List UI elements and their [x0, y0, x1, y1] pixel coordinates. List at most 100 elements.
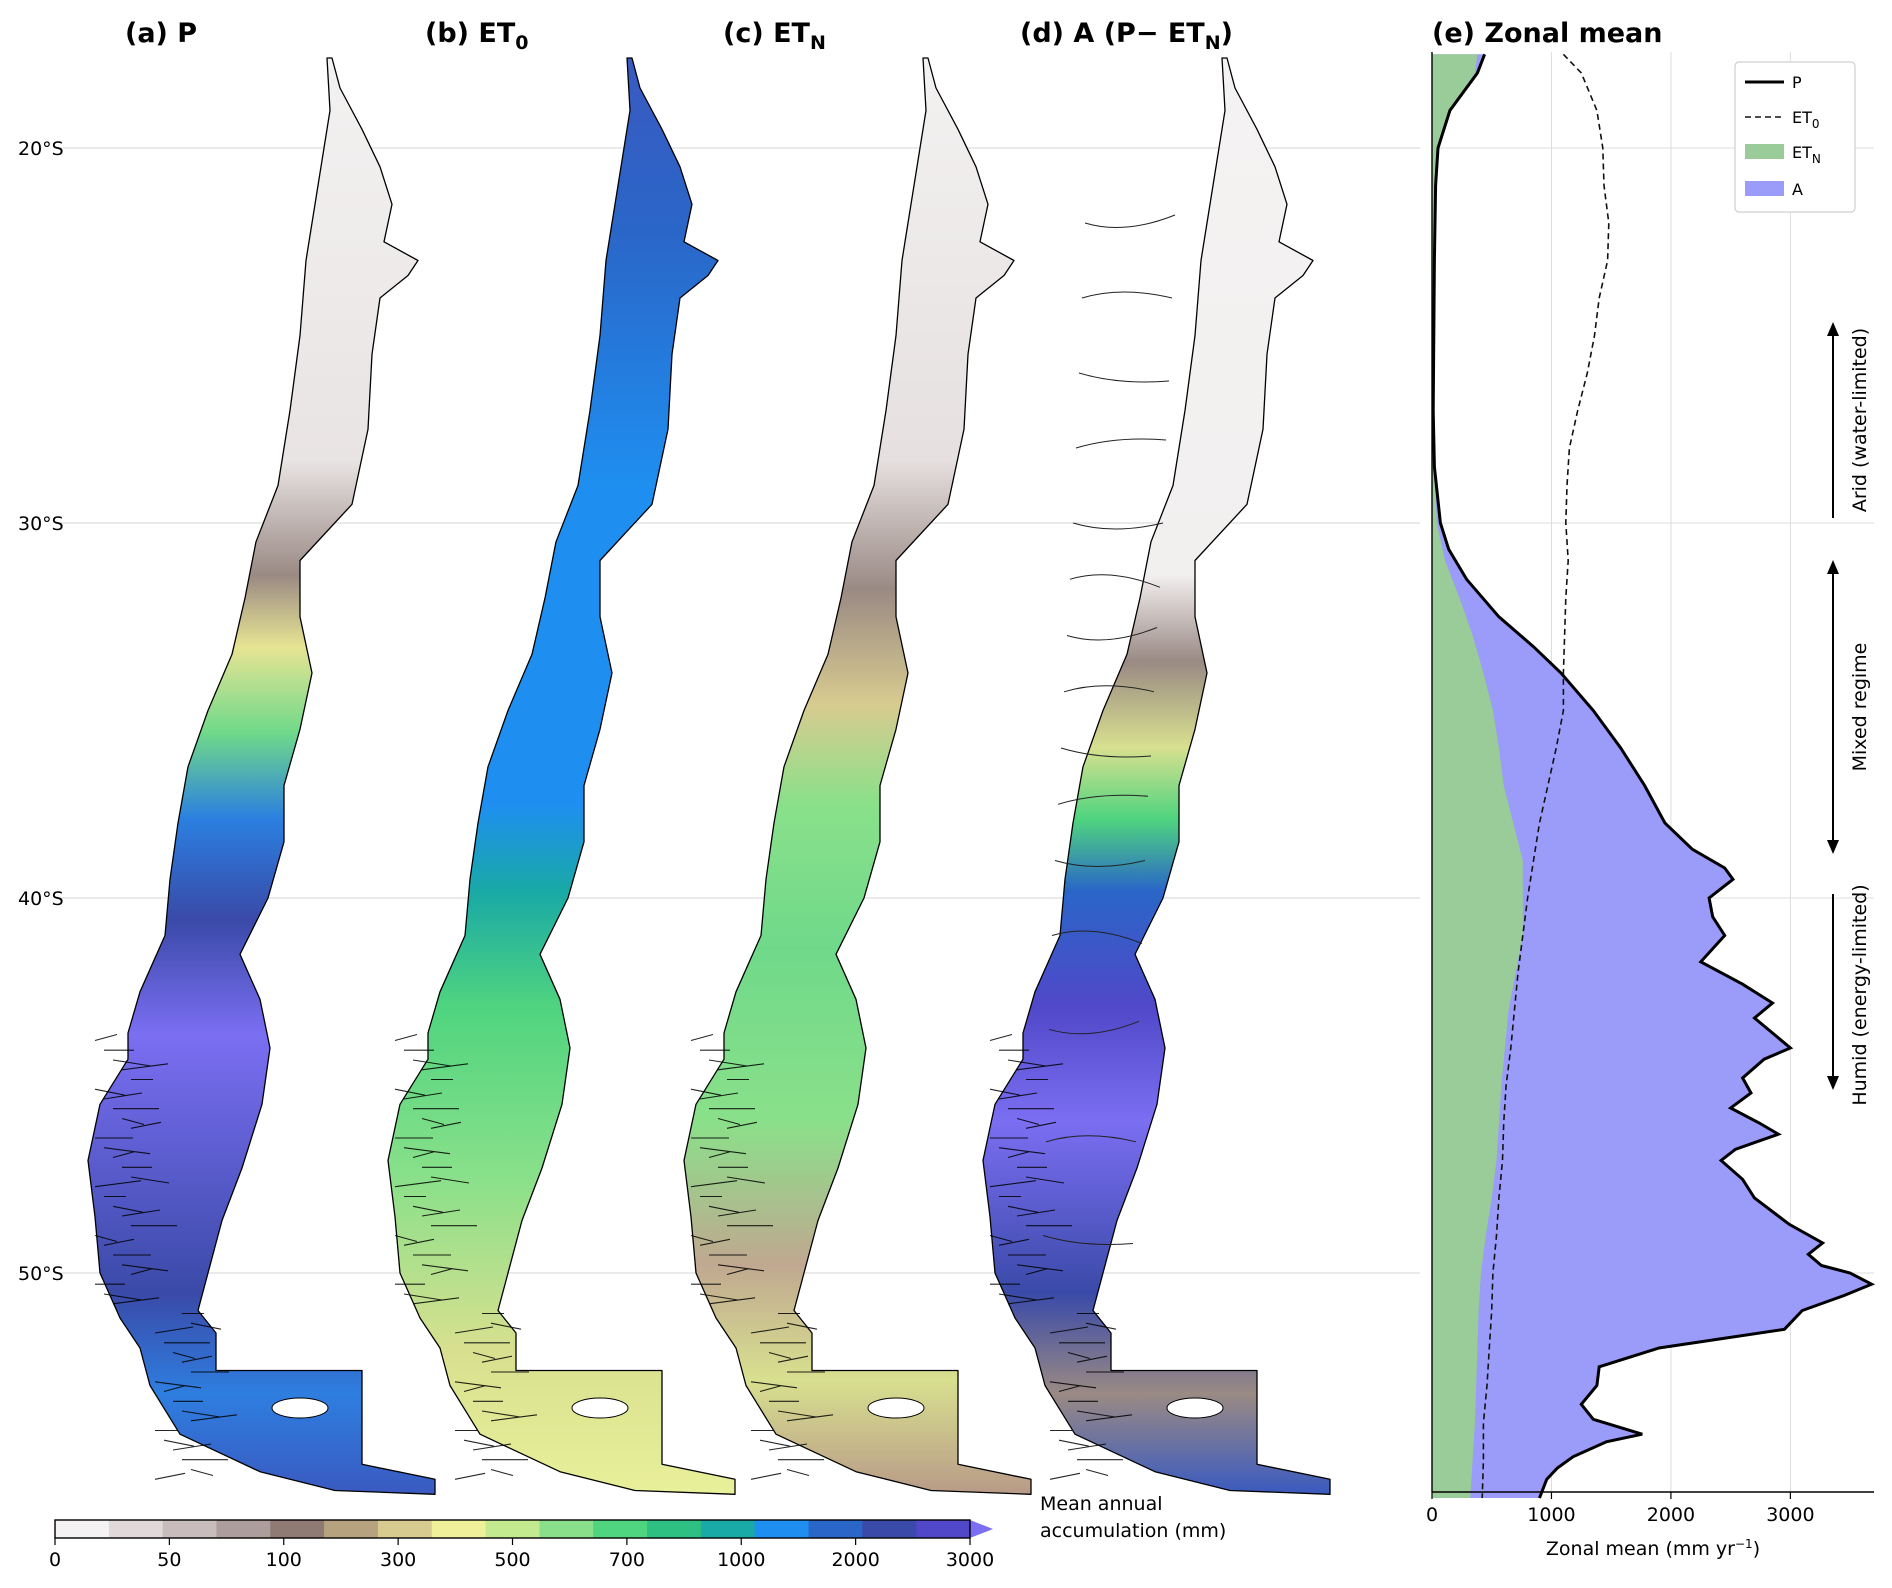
region-border [1069, 574, 1161, 588]
zonal-xtick-label: 2000 [1647, 1504, 1695, 1526]
latitude-labels: 20°S 30°S 40°S 50°S [18, 138, 64, 1285]
series-ET0-line [1481, 53, 1610, 1499]
region-border [1057, 794, 1149, 805]
maps-group [87, 57, 1331, 1495]
region-border [1078, 372, 1170, 383]
lat-label: 20°S [18, 138, 64, 160]
colorbar-title-line1: Mean annual [1040, 1493, 1163, 1515]
colorbar-tick-label: 700 [609, 1549, 645, 1571]
panel-a-title: (a) P [125, 18, 197, 49]
strait-inlet [571, 1397, 629, 1419]
lat-label: 50°S [18, 1263, 64, 1285]
zonal-xtick-label: 3000 [1766, 1504, 1814, 1526]
map-a-P-fjords [94, 1033, 238, 1480]
colorbar-cell [754, 1520, 810, 1538]
legend-A-label: A [1792, 180, 1803, 199]
series-ETN-area [1432, 54, 1523, 1498]
zonal-legend: P ET0 ETN A [1734, 61, 1856, 213]
map-c-ETN-fjords [690, 1033, 834, 1480]
colorbar-cell [647, 1520, 702, 1538]
colorbar-cell [593, 1520, 648, 1538]
colorbar-extend-arrow [970, 1520, 993, 1538]
colorbar-cell [55, 1520, 110, 1538]
region-border [1066, 627, 1158, 641]
map-c-ETN [683, 57, 1032, 1495]
map-d-region-borders [1042, 214, 1176, 1245]
region-border [1075, 438, 1167, 449]
colorbar-cell [108, 1520, 164, 1538]
zonal-xtick-label: 1000 [1527, 1504, 1575, 1526]
panel-d-title: (d) A (P− ETN) [1020, 18, 1233, 54]
colorbar-tick-label: 3000 [946, 1549, 994, 1571]
series-A-area [1432, 54, 1872, 1498]
regime-annotations: Arid (water-limited) Mixed regime Humid … [1827, 322, 1871, 1106]
colorbar: 0 50 100 300 500 700 1000 2000 3000 Mean annual … [49, 1493, 1226, 1571]
colorbar-cell [485, 1520, 541, 1538]
colorbar-cell [431, 1520, 487, 1538]
colorbar-cell [324, 1520, 379, 1538]
panel-c-title: (c) ETN [723, 18, 826, 54]
map-b-ET0 [387, 57, 736, 1495]
colorbar-cell [700, 1520, 756, 1538]
regime-mixed-label: Mixed regime [1849, 643, 1871, 772]
colorbar-tick-label: 1000 [717, 1549, 765, 1571]
legend-ETN-swatch [1745, 144, 1784, 159]
colorbar-cell [270, 1520, 325, 1538]
region-border [1051, 930, 1143, 944]
colorbar-tick-label: 0 [49, 1549, 61, 1571]
colorbar-cell [808, 1520, 863, 1538]
region-border [1081, 291, 1173, 299]
colorbar-cell [162, 1520, 218, 1538]
colorbar-cell [377, 1520, 433, 1538]
fjord-lines [690, 1033, 834, 1480]
lat-label: 30°S [18, 513, 64, 535]
colorbar-cell [539, 1520, 594, 1538]
zonal-x-ticks: 0 1000 2000 3000 [1426, 1492, 1815, 1526]
zonal-mean-panel: (e) Zonal mean 0 1000 2000 3000 Zonal mean … [1426, 18, 1876, 1560]
legend-frame [1734, 61, 1856, 213]
region-border [1042, 1235, 1134, 1245]
region-border [1072, 522, 1164, 530]
mixed-arrowhead-down [1827, 840, 1839, 854]
fjord-lines [394, 1033, 538, 1480]
region-border [1084, 214, 1176, 228]
legend-A-swatch [1745, 181, 1784, 196]
region-border [1060, 747, 1152, 758]
panel-titles: (a) P (b) ET0 (c) ETN (d) A (P− ETN) [125, 18, 1233, 54]
fjord-lines [989, 1033, 1133, 1480]
zonal-xlabel: Zonal mean (mm yr−1) [1546, 1537, 1760, 1560]
colorbar-tick-label: 2000 [831, 1549, 879, 1571]
humid-arrowhead [1827, 1076, 1839, 1090]
colorbar-cell [216, 1520, 271, 1538]
panel-b-title: (b) ET0 [425, 18, 529, 54]
strait-inlet [867, 1397, 925, 1419]
map-d-A-fjords [989, 1033, 1133, 1480]
map-a-P [87, 57, 436, 1495]
strait-inlet [271, 1397, 329, 1419]
colorbar-title-line2: accumulation (mm) [1040, 1520, 1226, 1542]
region-border [1063, 685, 1155, 693]
zonal-xtick-label: 0 [1426, 1504, 1438, 1526]
regime-arid-label: Arid (water-limited) [1849, 328, 1871, 512]
map-d-A [982, 57, 1331, 1495]
colorbar-tick-label: 500 [494, 1549, 530, 1571]
region-border [1048, 1020, 1140, 1035]
colorbar-tick-label: 100 [266, 1549, 302, 1571]
mixed-arrowhead-up [1827, 560, 1839, 574]
regime-humid-label: Humid (energy-limited) [1849, 884, 1871, 1105]
legend-ET0-label: ET0 [1792, 108, 1820, 131]
strait-inlet [1166, 1397, 1224, 1419]
zonal-title: (e) Zonal mean [1432, 18, 1663, 49]
region-border [1054, 860, 1146, 867]
arid-arrowhead [1827, 322, 1839, 336]
colorbar-tick-label: 300 [380, 1549, 416, 1571]
colorbar-cell [862, 1520, 917, 1538]
colorbar-tick-label: 50 [157, 1549, 181, 1571]
map-b-ET0-fjords [394, 1033, 538, 1480]
region-border [1045, 1135, 1137, 1143]
lat-label: 40°S [18, 888, 64, 910]
colorbar-cell [916, 1520, 971, 1538]
fjord-lines [94, 1033, 238, 1480]
legend-P-label: P [1792, 73, 1802, 92]
